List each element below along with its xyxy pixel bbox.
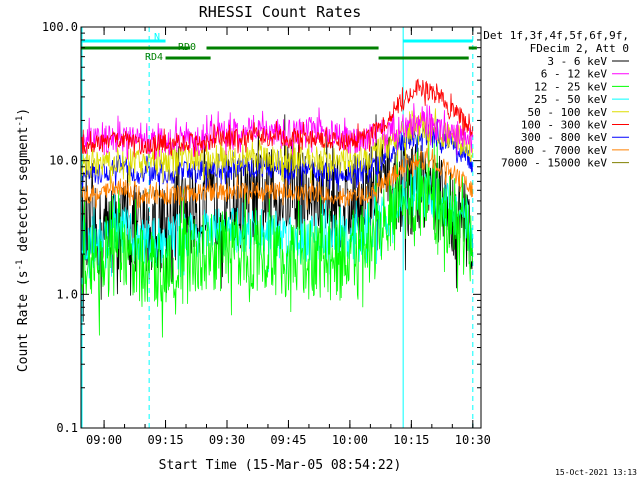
x-tick-label: 09:15 [147,433,183,447]
legend-label: 6 - 12 keV [541,68,608,81]
legend-header: Det 1f,3f,4f,5f,6f,9f, [483,29,629,42]
x-tick-label: 10:00 [332,433,368,447]
legend-label: 800 - 7000 keV [514,144,607,157]
y-tick-label: 1.0 [56,287,78,301]
legend-label: 300 - 800 keV [521,131,607,144]
legend-label: 25 - 50 keV [534,93,607,106]
y-tick-label: 0.1 [56,421,78,435]
legend-label: 3 - 6 keV [547,55,607,68]
x-tick-label: 10:30 [455,433,491,447]
y-axis-label-part: Count Rate (s [16,270,31,372]
legend-label: 7000 - 15000 keV [501,157,607,170]
attenuator-bars: N RD0 RD4 [81,32,477,63]
x-axis-label: Start Time (15-Mar-05 08:54:22) [159,458,402,473]
legend-header: FDecim 2, Att 0 [530,42,629,55]
attenuator-label: RD0 [178,42,196,53]
x-tick-label: 10:15 [393,433,429,447]
series-line [81,147,473,210]
x-tick-label: 09:00 [86,433,122,447]
x-tick-label: 09:45 [270,433,306,447]
footer-timestamp: 15-Oct-2021 13:13 [555,468,637,477]
attenuator-label: N [154,32,160,43]
series-line [81,114,473,322]
attenuator-label: RD4 [145,52,163,63]
plot-frame [80,26,482,429]
y-tick-label: 10.0 [49,154,78,168]
y-axis-label-exponent: -1 [15,260,25,271]
legend: Det 1f,3f,4f,5f,6f,9f, FDecim 2, Att 0 3… [483,29,629,170]
y-tick-label: 100.0 [42,20,78,34]
y-axis-label-part: ) [16,108,31,116]
series-line [81,108,473,186]
series-lines [81,78,473,338]
y-axis-label-exponent: -1 [15,116,25,127]
series-line [81,78,473,160]
x-tick-label: 09:30 [209,433,245,447]
legend-label: 12 - 25 keV [534,80,607,93]
y-axis-label-part: detector segment [16,127,31,260]
legend-label: 100 - 300 keV [521,119,607,132]
axes: 0.1 1.0 10.0 100.0 09:00 09:15 09:30 09:45 10:00… [42,20,491,447]
y-axis-label: Count Rate (s-1 detector segment-1) [15,108,31,372]
series-line [81,134,473,338]
chart-title: RHESSI Count Rates [199,3,362,21]
legend-label: 50 - 100 keV [528,106,608,119]
